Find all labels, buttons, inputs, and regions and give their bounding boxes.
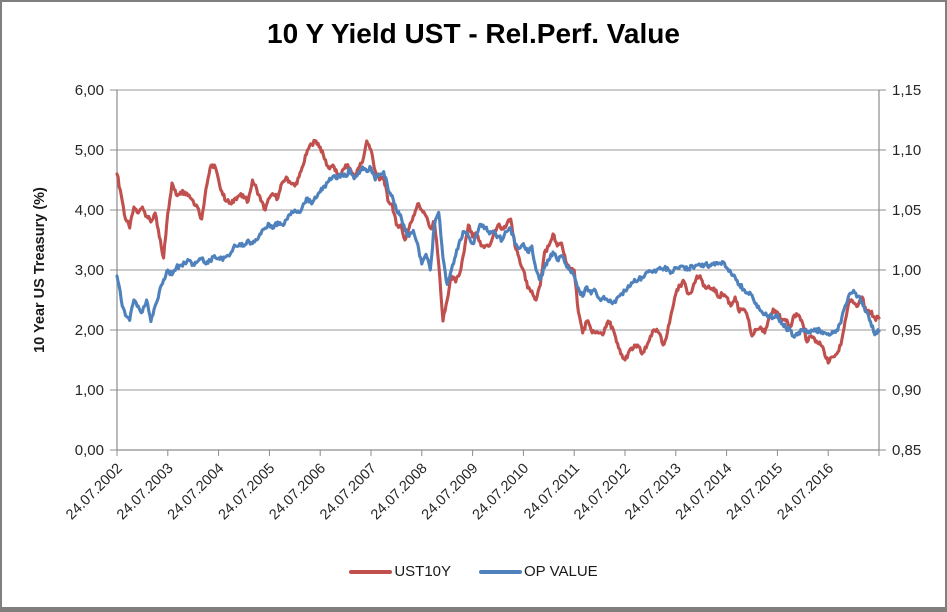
y-right-tick-label: 0,85 [892,442,921,459]
y-right-tick-label: 1,10 [892,142,921,159]
y-left-tick-label: 4,00 [75,202,104,219]
series-line-op-value [115,164,881,339]
legend: UST10Y OP VALUE [2,563,945,580]
y-right-tick-label: 1,00 [892,262,921,279]
legend-item-op-value[interactable]: OP VALUE [479,563,598,580]
chart-title: 10 Y Yield UST - Rel.Perf. Value [267,18,680,49]
y-right-tick-label: 1,05 [892,202,921,219]
y-right-tick-label: 1,15 [892,82,921,99]
y-right-tick-label: 0,90 [892,382,921,399]
y-right-tick-label: 0,95 [892,322,921,339]
y-left-tick-label: 5,00 [75,142,104,159]
ust10y-line-swatch-icon [349,569,393,574]
legend-item-ust10y[interactable]: UST10Y [349,563,451,580]
series-line-ust10y [115,138,881,365]
op-value-line-swatch-icon [479,569,523,574]
y-left-tick-label: 2,00 [75,322,104,339]
y-left-tick-label: 6,00 [75,82,104,99]
y-left-tick-label: 1,00 [75,382,104,399]
legend-label-op-value: OP VALUE [524,563,598,580]
y-left-tick-label: 3,00 [75,262,104,279]
legend-label-ust10y: UST10Y [394,563,452,580]
y-left-tick-label: 0,00 [75,442,104,459]
